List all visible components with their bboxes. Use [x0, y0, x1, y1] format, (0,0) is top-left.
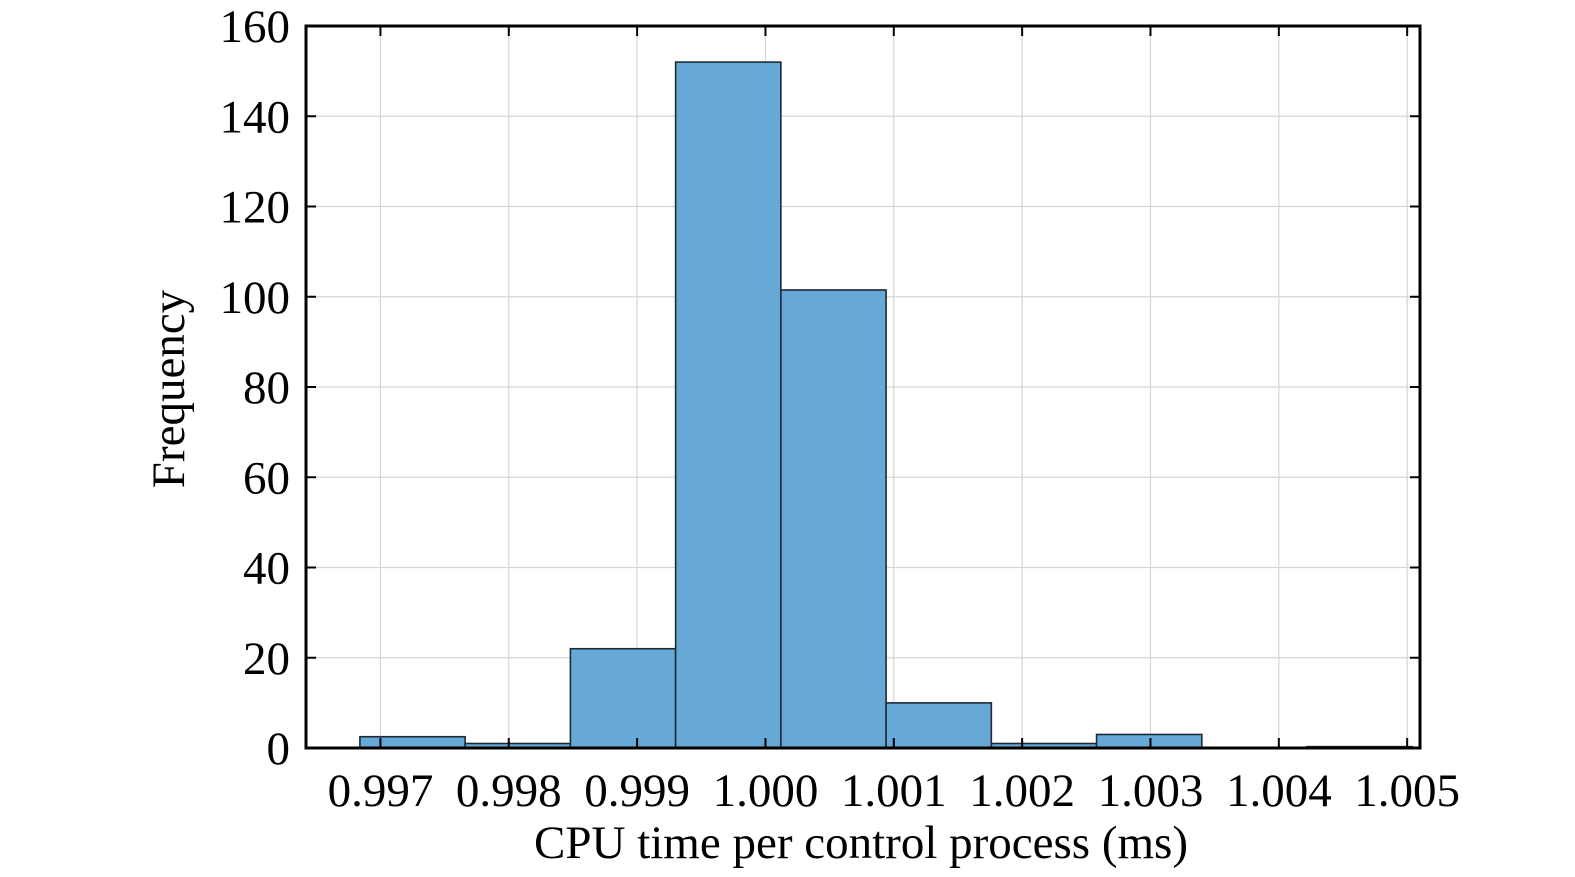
- x-tick-label: 1.005: [1354, 765, 1460, 817]
- x-tick-label: 0.997: [328, 765, 434, 817]
- y-tick-label: 80: [243, 362, 290, 414]
- y-tick-label: 100: [220, 272, 291, 324]
- y-tick-labels: 0 20 40 60 80 100 120 140 160: [220, 1, 291, 775]
- x-tick-label: 1.002: [969, 765, 1075, 817]
- y-tick-label: 140: [220, 91, 291, 143]
- histogram-bar: [569, 647, 677, 749]
- histogram-bar: [1095, 733, 1203, 749]
- histogram-bar: [780, 289, 887, 749]
- y-tick-label: 0: [267, 723, 291, 775]
- x-tick-label: 1.004: [1226, 765, 1332, 817]
- y-tick-label: 40: [243, 543, 290, 595]
- y-axis-label: Frequency: [143, 289, 195, 488]
- x-tick-label: 0.998: [456, 765, 562, 817]
- x-tick-labels: 0.997 0.998 0.999 1.000 1.001 1.002 1.003 1.004…: [328, 765, 1460, 817]
- x-tick-label: 1.000: [713, 765, 819, 817]
- histogram-bar: [674, 61, 782, 749]
- x-axis-label: CPU time per control process (ms): [534, 817, 1188, 869]
- x-tick-label: 1.001: [841, 765, 947, 817]
- y-tick-label: 20: [243, 633, 290, 685]
- x-tick-label: 0.999: [584, 765, 690, 817]
- x-tick-label: 1.003: [1098, 765, 1204, 817]
- histogram-bar: [359, 735, 466, 749]
- plot-frame: [304, 24, 1422, 750]
- y-tick-label: 160: [220, 1, 291, 53]
- axis-ticks: [306, 25, 1420, 749]
- histogram-bar: [885, 702, 993, 749]
- histogram-bars: [359, 61, 1414, 749]
- y-tick-label: 60: [243, 452, 290, 504]
- y-tick-label: 120: [220, 182, 291, 234]
